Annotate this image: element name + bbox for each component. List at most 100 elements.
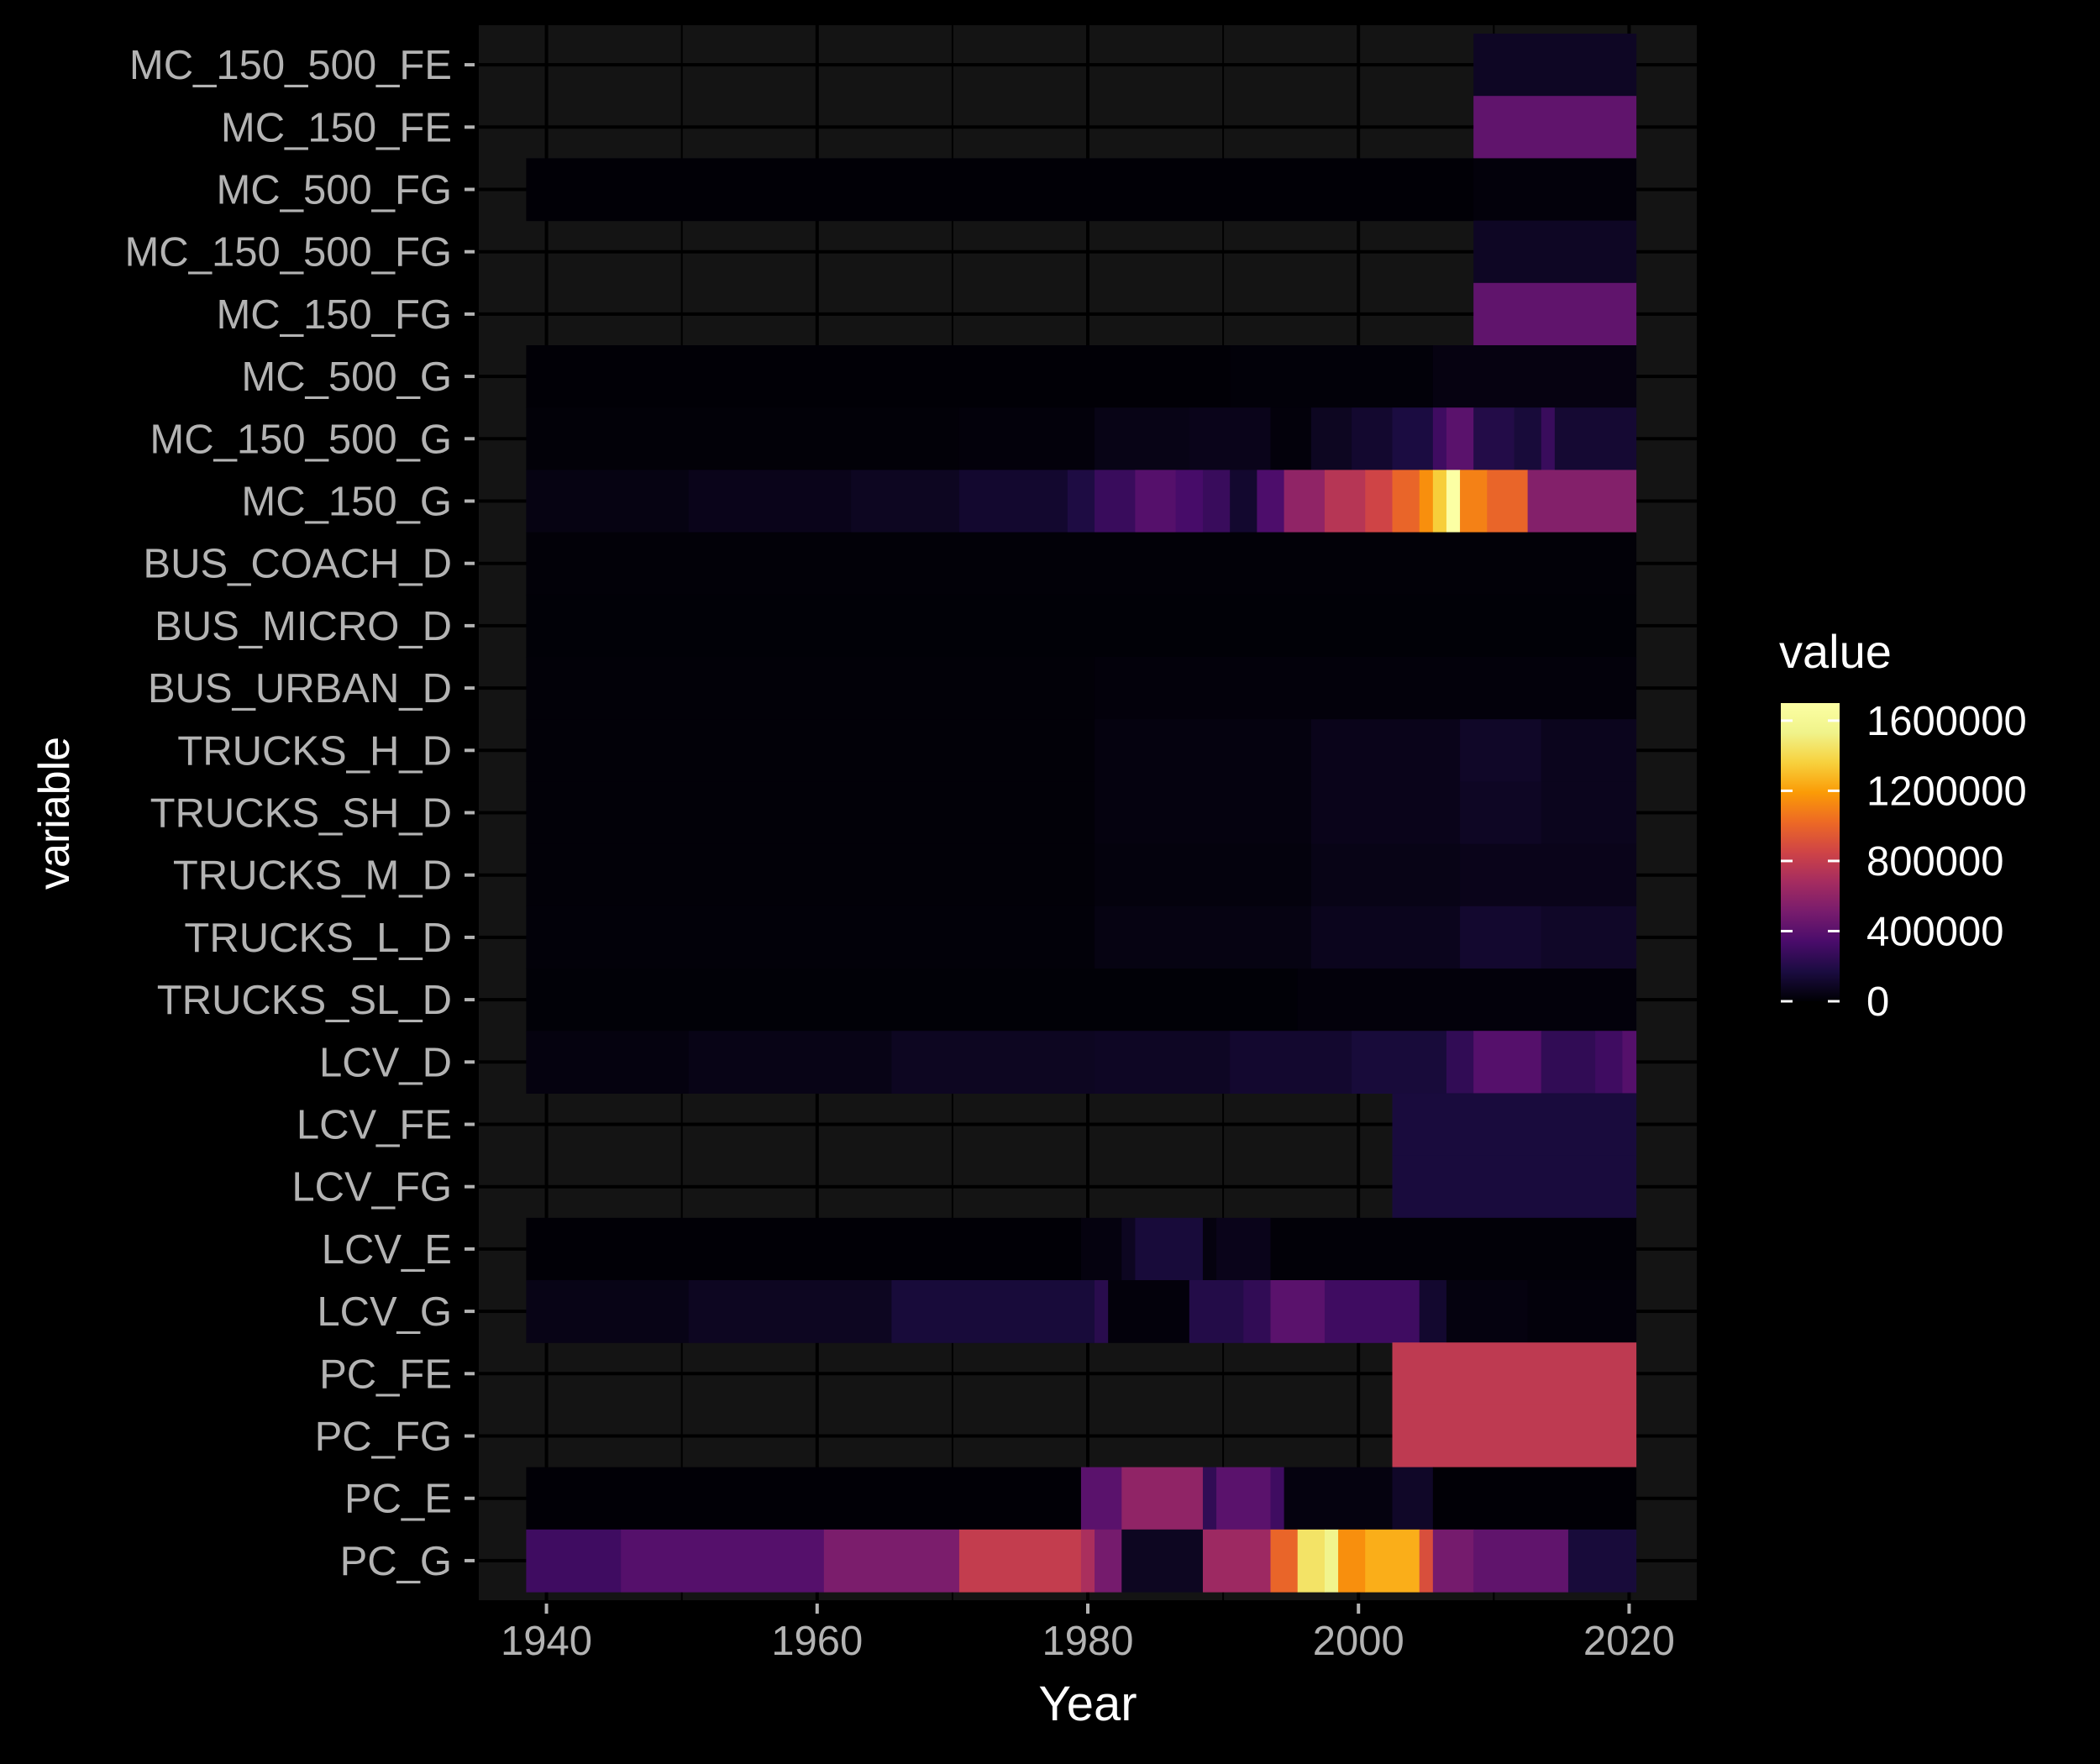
heatmap-cell [1392, 1342, 1637, 1405]
legend-title: value [1779, 625, 1892, 678]
heatmap-cell [1121, 1217, 1136, 1281]
heatmap-cell [1095, 781, 1312, 845]
heatmap-cell [1243, 1280, 1272, 1343]
heatmap-cell [1095, 1031, 1231, 1094]
y-axis: MC_150_500_FE MC_150_FE MC_500_FG MC_150_50… [124, 43, 475, 1584]
heatmap-cell [1189, 1280, 1244, 1343]
heatmap-cell [1432, 1529, 1474, 1593]
heatmap-cell [1419, 1280, 1447, 1343]
heatmap-cell [1216, 1217, 1272, 1281]
heatmap-cell [1095, 470, 1136, 533]
heatmap-cell [891, 1280, 1095, 1343]
heatmap-cell [1432, 1467, 1637, 1530]
heatmap-cell [1257, 470, 1285, 533]
heatmap-cell [526, 594, 1637, 658]
heatmap-cell [1473, 34, 1637, 97]
heatmap-cell [958, 1529, 1082, 1593]
heatmap-cell [1392, 407, 1434, 470]
x-axis: 1940 1960 1980 2000 2020 [501, 1604, 1675, 1664]
heatmap-cell [1297, 1529, 1326, 1593]
heatmap-cell [1567, 1529, 1637, 1593]
y-tick-label: LCV_D [319, 1040, 452, 1085]
heatmap-cell [1230, 470, 1257, 533]
heatmap-cell [1514, 407, 1542, 470]
y-tick-label: LCV_FE [297, 1103, 452, 1148]
heatmap-cell [1310, 781, 1461, 845]
heatmap-cell [526, 843, 1095, 907]
heatmap-cell [1460, 470, 1488, 533]
legend-tick-label: 0 [1866, 979, 1889, 1025]
heatmap-cell [688, 470, 852, 533]
heatmap-cell [1324, 470, 1366, 533]
heatmap-cell [1473, 407, 1515, 470]
y-tick-label: LCV_G [317, 1289, 452, 1335]
heatmap-cell [1202, 1529, 1272, 1593]
heatmap-cell [1473, 1031, 1542, 1094]
heatmap-cell [526, 1031, 690, 1094]
heatmap-cell [1095, 843, 1312, 907]
heatmap-cell [526, 1529, 622, 1593]
heatmap-cell [1202, 1467, 1217, 1530]
heatmap-cell [526, 1467, 1082, 1530]
heatmap-cell [1365, 1529, 1420, 1593]
heatmap-cell [688, 1031, 892, 1094]
x-tick-label: 1940 [501, 1619, 592, 1664]
y-tick-label: MC_150_500_FG [124, 230, 452, 276]
heatmap-cell [1270, 1217, 1637, 1281]
x-axis-title: Year [1038, 1677, 1137, 1731]
heatmap-cell [1432, 407, 1447, 470]
heatmap-cell [1446, 1031, 1474, 1094]
legend: value 0 400000 800000 1200000 1600000 [1779, 625, 2027, 1025]
heatmap-cell [1541, 1031, 1596, 1094]
legend-tick-label: 800000 [1866, 839, 2004, 885]
heatmap-cell [1175, 470, 1204, 533]
x-tick-label: 2000 [1313, 1619, 1404, 1664]
y-tick-label: MC_500_FG [216, 168, 452, 213]
heatmap-cell [958, 407, 1095, 470]
y-tick-label: PC_FG [315, 1415, 452, 1460]
heatmap-cell [1365, 470, 1394, 533]
heatmap-cell [1135, 1217, 1204, 1281]
y-tick-label: PC_E [344, 1477, 452, 1522]
heatmap-cell [526, 657, 1095, 720]
heatmap-cell [1297, 969, 1637, 1032]
heatmap-cell [1108, 1280, 1190, 1343]
heatmap-cell [1067, 470, 1095, 533]
y-tick-label: TRUCKS_M_D [173, 853, 452, 899]
heatmap-cell [1446, 470, 1461, 533]
heatmap-cell [1352, 1031, 1447, 1094]
y-tick-label: LCV_E [322, 1227, 452, 1273]
heatmap-cell [1473, 220, 1637, 284]
heatmap-cell [1527, 470, 1637, 533]
heatmap-cell [1352, 407, 1394, 470]
heatmap-cell [851, 470, 960, 533]
heatmap-cell [526, 719, 1095, 782]
heatmap-cell [1202, 470, 1231, 533]
legend-colorbar [1781, 703, 1840, 1001]
heatmap-cell [1460, 843, 1637, 907]
heatmap-cell [1473, 1529, 1569, 1593]
heatmap-cell [1460, 906, 1542, 969]
heatmap-cell [1541, 719, 1637, 782]
heatmap-cell [1095, 657, 1637, 720]
heatmap-cell [1392, 1467, 1434, 1530]
heatmap-cell [1460, 719, 1542, 782]
heatmap-cell [1202, 1217, 1217, 1281]
heatmap-cell [526, 470, 690, 533]
heatmap-cell [526, 158, 1474, 222]
heatmap-cell [1095, 1529, 1122, 1593]
heatmap-cell [1230, 1031, 1352, 1094]
heatmap-cell [1080, 1217, 1122, 1281]
heatmap-cell [1541, 407, 1556, 470]
heatmap-cell [1446, 407, 1474, 470]
heatmap-cell [1392, 1155, 1637, 1219]
heatmap-cell [1095, 906, 1312, 969]
heatmap-cell [1189, 407, 1272, 470]
heatmap-cell [1595, 1031, 1623, 1094]
y-tick-label: LCV_FG [291, 1165, 452, 1210]
heatmap-cell [526, 407, 960, 470]
heatmap-cell [1527, 1280, 1637, 1343]
heatmap-cell [1622, 1031, 1637, 1094]
y-tick-label: BUS_COACH_D [143, 542, 452, 587]
